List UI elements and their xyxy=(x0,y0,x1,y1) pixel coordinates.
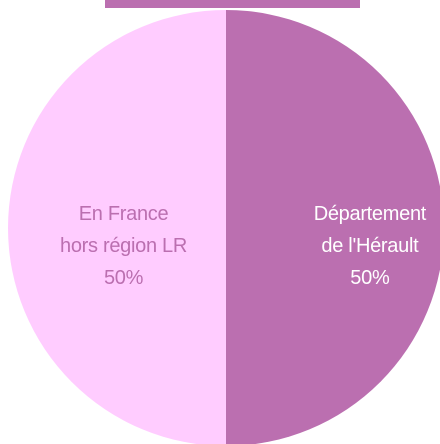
slice-value: 50% xyxy=(103,267,144,289)
title-bar xyxy=(105,0,360,8)
slice-value: 50% xyxy=(350,267,390,289)
pie-slice xyxy=(8,10,226,444)
slice-label: Département de l'Hérault 50% xyxy=(280,198,440,294)
pie-slice xyxy=(226,10,440,444)
slice-name: Département de l'Hérault xyxy=(313,203,427,257)
slice-name: En France hors région LR xyxy=(60,203,188,257)
slice-label: En France hors région LR 50% xyxy=(34,198,214,294)
